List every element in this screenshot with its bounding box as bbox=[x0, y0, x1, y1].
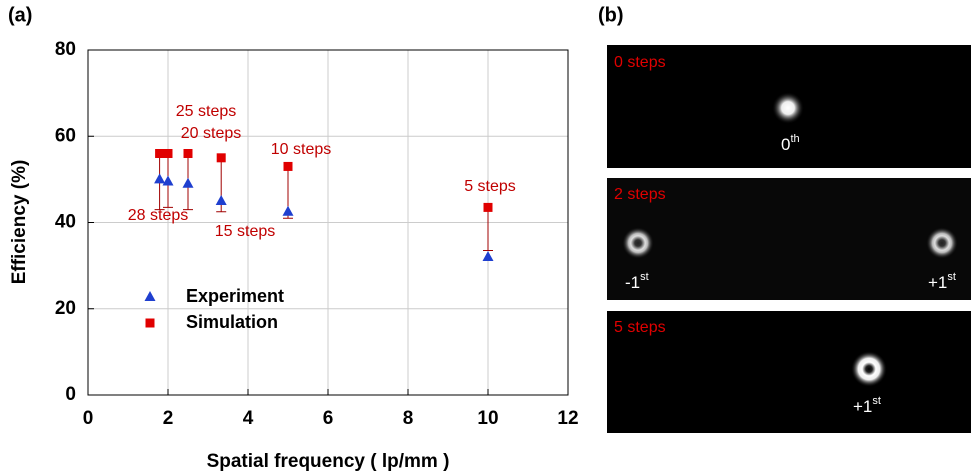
legend-label: Simulation bbox=[186, 312, 278, 332]
spot bbox=[926, 227, 958, 259]
annotation: 20 steps bbox=[181, 125, 241, 142]
x-tick-label: 2 bbox=[163, 408, 174, 429]
image-label: 2 steps bbox=[614, 186, 666, 203]
annotation: 5 steps bbox=[464, 178, 516, 195]
x-tick-label: 6 bbox=[323, 408, 334, 429]
marker bbox=[284, 162, 293, 171]
marker bbox=[184, 149, 193, 158]
marker bbox=[484, 203, 493, 212]
x-tick-label: 12 bbox=[557, 408, 578, 429]
x-tick-label: 8 bbox=[403, 408, 414, 429]
image-label: 0 steps bbox=[614, 54, 666, 71]
x-axis-title: Spatial frequency ( lp/mm ) bbox=[207, 451, 450, 472]
spot bbox=[851, 351, 887, 387]
annotation: 15 steps bbox=[215, 223, 275, 240]
annotation: 10 steps bbox=[271, 141, 331, 158]
plot: 0 2 4 6 8 10 12 0 20 40 60 80 Experiment Simulation 28… bbox=[55, 39, 579, 429]
panel-label: (a) bbox=[8, 4, 32, 26]
spot bbox=[772, 92, 804, 124]
figure: (a) (b) Efficiency (%) Spatial frequency… bbox=[0, 0, 975, 476]
marker bbox=[155, 149, 164, 158]
legend-label: Experiment bbox=[186, 286, 284, 306]
y-tick-label: 40 bbox=[55, 212, 76, 233]
marker bbox=[217, 153, 226, 162]
y-tick-label: 60 bbox=[55, 125, 76, 146]
spot bbox=[622, 227, 654, 259]
y-tick-label: 20 bbox=[55, 298, 76, 319]
x-tick-label: 0 bbox=[83, 408, 94, 429]
legend-marker bbox=[146, 319, 155, 328]
annotation: 28 steps bbox=[128, 207, 188, 224]
image-panels: 0 steps 2 steps 5 steps 0th -1st +1st +1… bbox=[607, 45, 971, 433]
panel-label: (b) bbox=[598, 4, 624, 26]
image-label: 5 steps bbox=[614, 319, 666, 336]
y-axis-title: Efficiency (%) bbox=[9, 160, 30, 285]
y-tick-label: 80 bbox=[55, 39, 76, 60]
x-tick-label: 10 bbox=[477, 408, 498, 429]
annotation: 25 steps bbox=[176, 103, 236, 120]
x-tick-label: 4 bbox=[243, 408, 254, 429]
y-tick-label: 0 bbox=[65, 384, 76, 405]
marker bbox=[164, 149, 173, 158]
